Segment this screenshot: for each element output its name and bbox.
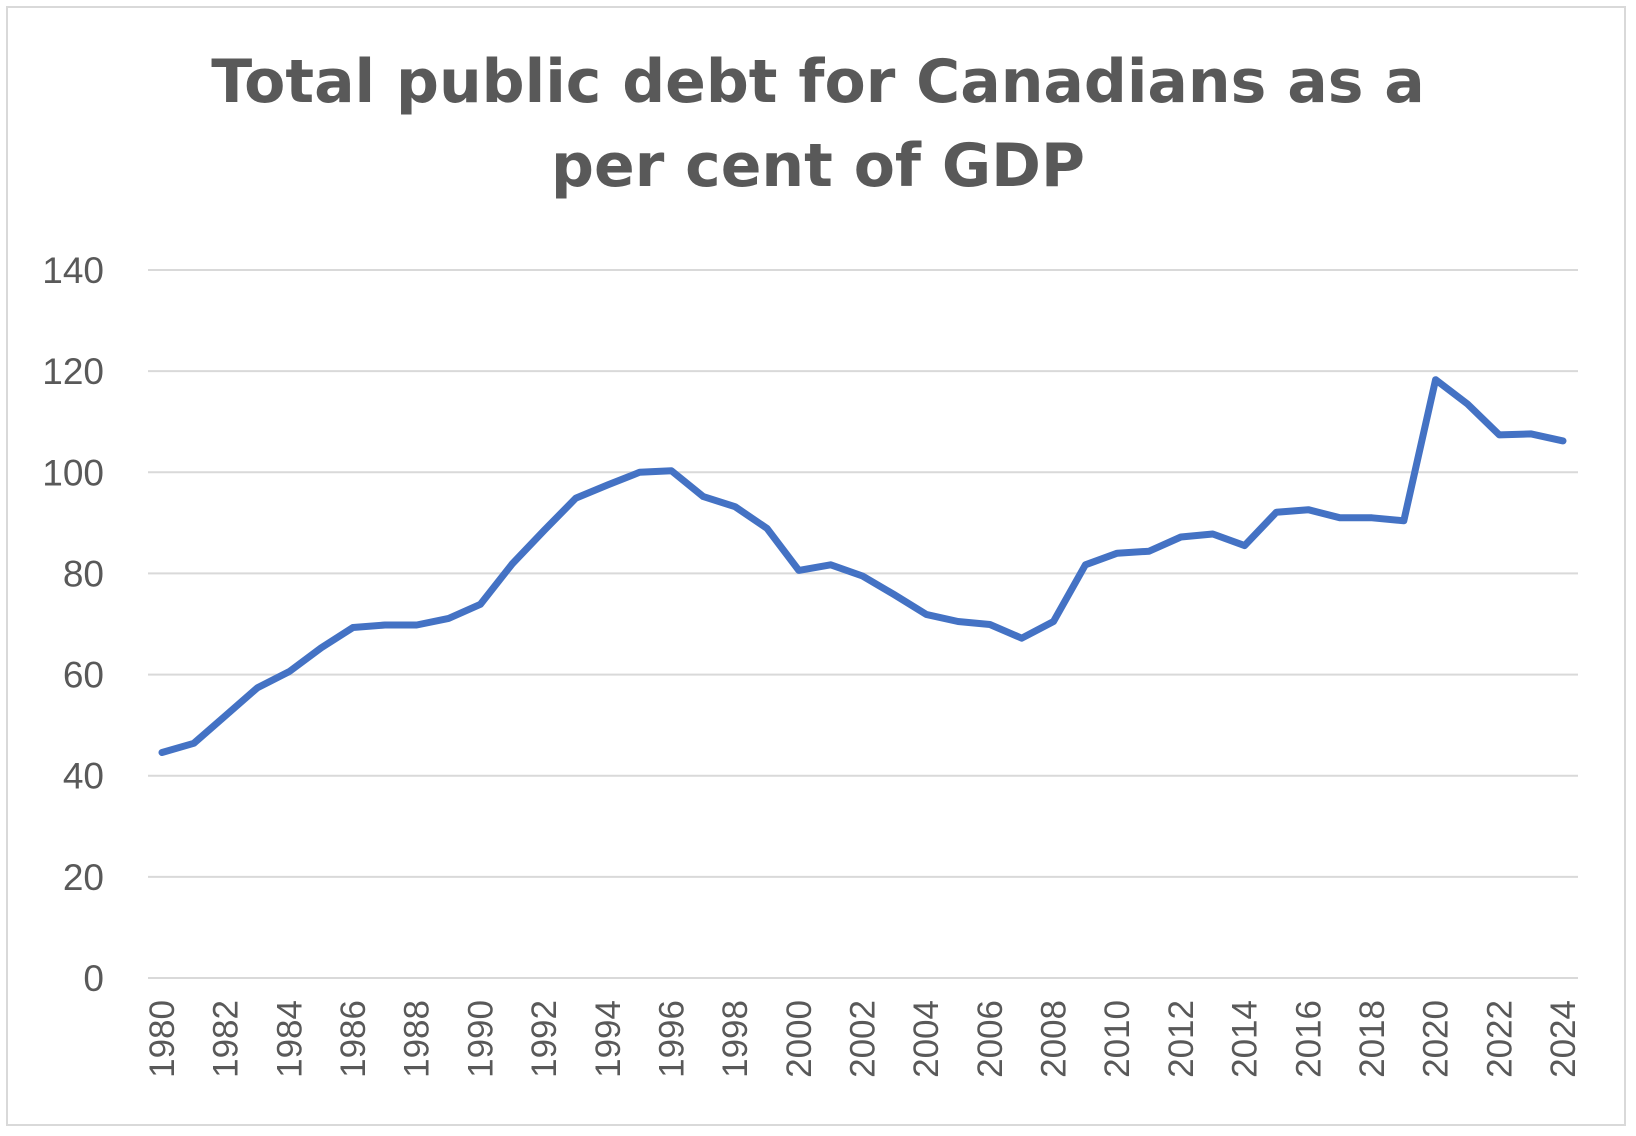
x-tick-label: 2022: [1480, 1000, 1519, 1078]
series: [158, 376, 1567, 756]
x-tick-label: 2016: [1289, 1000, 1328, 1078]
y-tick-label: 20: [63, 857, 104, 898]
x-tick-label: 1988: [398, 1000, 437, 1078]
series-line: [158, 376, 1567, 756]
x-tick-label: 1996: [652, 1000, 691, 1078]
x-tick-label: 1986: [334, 1000, 373, 1078]
y-tick-label: 100: [42, 452, 104, 493]
x-tick-label: 1992: [525, 1000, 564, 1078]
x-tick-label: 1984: [270, 1000, 309, 1078]
x-tick-label: 1982: [207, 1000, 246, 1078]
x-tick-label: 2010: [1098, 1000, 1137, 1078]
y-tick-label: 120: [42, 351, 104, 392]
x-tick-label: 2012: [1162, 1000, 1201, 1078]
y-tick-label: 80: [63, 553, 104, 594]
y-axis-ticks: 0 20 40 60 80 100 120 140: [42, 250, 104, 999]
x-tick-label: 2000: [780, 1000, 819, 1078]
x-tick-label: 2020: [1417, 1000, 1456, 1078]
x-tick-label: 2024: [1544, 1000, 1583, 1078]
x-axis-ticks: 1980 1982 1984 1986 1988 1990 1992 1994 1996 1998…: [143, 1000, 1583, 1078]
x-tick-label: 2014: [1226, 1000, 1265, 1078]
x-tick-label: 2008: [1035, 1000, 1074, 1078]
y-tick-label: 140: [42, 250, 104, 291]
x-tick-label: 2006: [971, 1000, 1010, 1078]
x-tick-label: 1990: [461, 1000, 500, 1078]
gridlines: [148, 269, 1578, 979]
y-tick-label: 40: [63, 756, 104, 797]
y-tick-label: 60: [63, 655, 104, 696]
x-tick-label: 2002: [844, 1000, 883, 1078]
y-tick-label: 0: [83, 958, 104, 999]
chart-title: Total public debt for Canadians as a per…: [211, 47, 1425, 201]
x-tick-label: 2004: [907, 1000, 946, 1078]
x-tick-label: 2018: [1353, 1000, 1392, 1078]
x-tick-label: 1998: [716, 1000, 755, 1078]
x-tick-label: 1980: [143, 1000, 182, 1078]
x-tick-label: 1994: [589, 1000, 628, 1078]
